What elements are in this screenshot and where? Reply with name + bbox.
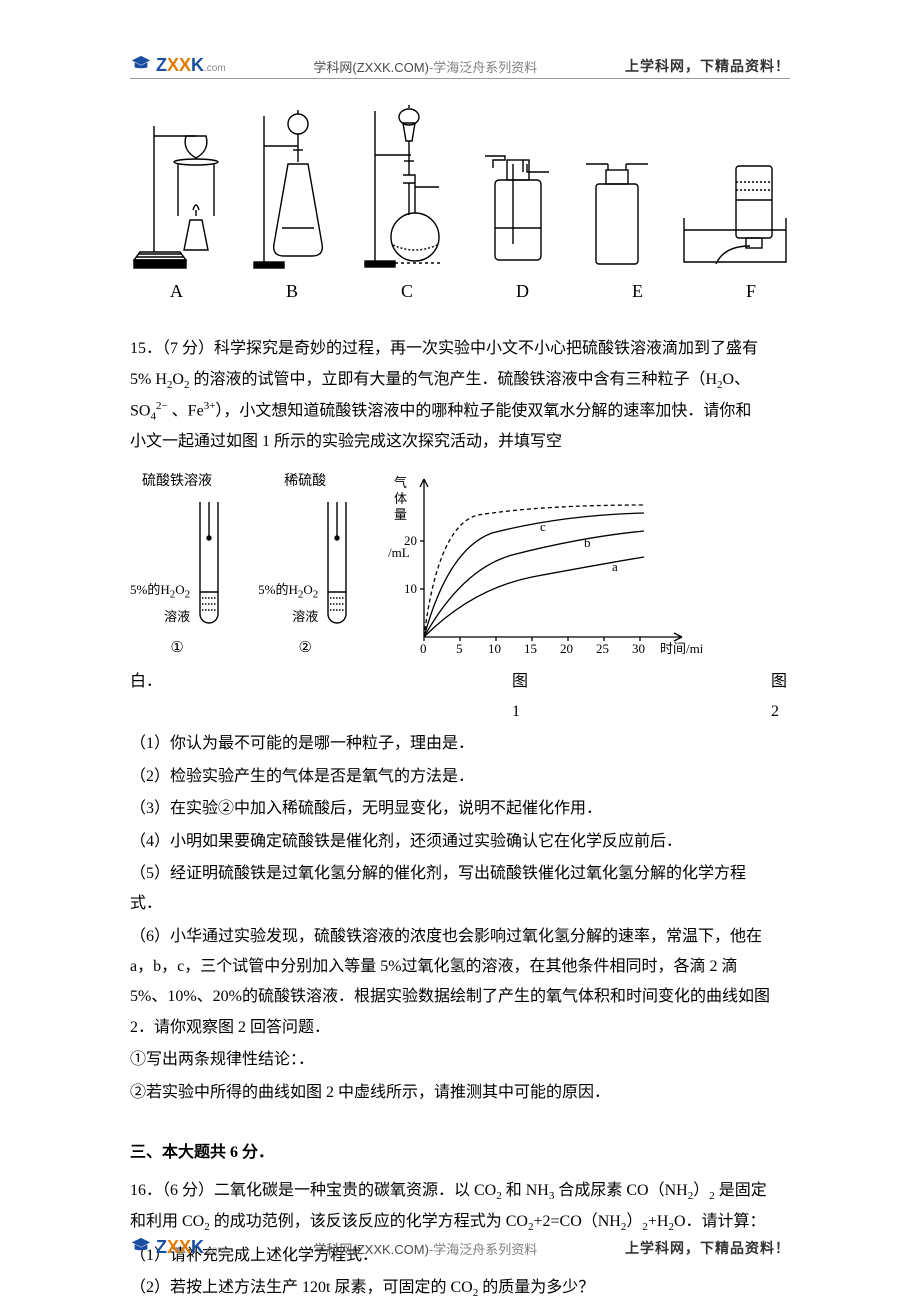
q16-sub2: （2）若按上述方法生产 120t 尿素，可固定的 CO2 的质量为多少？ <box>130 1273 790 1304</box>
q15-chart: 气 体 量 /mL 20 10 0 5 10 15 20 25 30 时间/mi… <box>382 469 702 659</box>
test-tubes: 硫酸铁溶液 5%的H2O2溶液 ① <box>130 469 352 662</box>
apparatus-row <box>130 105 790 270</box>
graduation-cap-icon <box>130 1236 152 1258</box>
site-logo: ZXXK.com <box>130 1236 226 1258</box>
q15-sub6: （6）小华通过实验发现，硫酸铁溶液的浓度也会影响过氧化氢分解的速率，常温下，他在… <box>130 922 790 1044</box>
apparatus-label: F <box>746 274 756 308</box>
q15-figure: 硫酸铁溶液 5%的H2O2溶液 ① <box>130 469 790 662</box>
q15-sub3: （3）在实验②中加入稀硫酸后，无明显变化，说明不起催化作用． <box>130 794 790 824</box>
page-header: ZXXK.com 学科网(ZXXK.COM)-学海泛舟系列资料 上学科网，下精品… <box>130 54 790 79</box>
header-center-text: 学科网(ZXXK.COM)-学海泛舟系列资料 <box>313 57 537 76</box>
footer-center-text: 学科网(ZXXK.COM)-学海泛舟系列资料 <box>313 1239 537 1258</box>
q15-sub1: （1）你认为最不可能的是哪一种粒子，理由是． <box>130 729 790 759</box>
fig2-label: 图2 <box>771 667 790 728</box>
section3-title: 三、本大题共 6 分． <box>130 1138 790 1168</box>
svg-text:0: 0 <box>420 641 427 656</box>
fig1-label: 图1 <box>512 667 531 728</box>
apparatus-d <box>481 150 555 270</box>
svg-text:b: b <box>584 535 591 550</box>
tube1-number: ① <box>170 634 183 663</box>
q15-stem: 15．（7 分）科学探究是奇妙的过程，再一次实验中小文不小心把硫酸铁溶液滴加到了… <box>130 334 790 457</box>
q15-sub5: （5）经证明硫酸铁是过氧化氢分解的催化剂，写出硫酸铁催化过氧化氢分解的化学方程式… <box>130 859 790 920</box>
apparatus-labels: A B C D E F <box>130 274 790 308</box>
header-right-text: 上学科网，下精品资料！ <box>625 56 790 76</box>
q15-sub4: （4）小明如果要确定硫酸铁是催化剂，还须通过实验确认它在化学反应前后． <box>130 827 790 857</box>
footer-right-text: 上学科网，下精品资料！ <box>625 1238 790 1258</box>
svg-text:25: 25 <box>596 641 609 656</box>
graduation-cap-icon <box>130 54 152 76</box>
svg-text:量: 量 <box>394 507 407 522</box>
site-logo: ZXXK.com <box>130 54 226 76</box>
tube2-side-label: 5%的H2O2溶液 <box>258 578 318 630</box>
svg-text:5: 5 <box>456 641 463 656</box>
tube1-side-label: 5%的H2O2溶液 <box>130 578 190 630</box>
logo-text: ZXXK.com <box>156 55 226 76</box>
apparatus-b <box>252 110 332 270</box>
svg-text:10: 10 <box>488 641 501 656</box>
svg-text:20: 20 <box>404 533 417 548</box>
tube1-top-label: 硫酸铁溶液 <box>142 469 212 496</box>
q15-bai: 白． <box>130 667 162 697</box>
svg-text:15: 15 <box>524 641 537 656</box>
svg-text:20: 20 <box>560 641 573 656</box>
test-tube-icon <box>194 500 224 630</box>
svg-text:体: 体 <box>394 491 407 506</box>
apparatus-label: D <box>516 274 529 308</box>
page-footer: ZXXK.com 学科网(ZXXK.COM)-学海泛舟系列资料 上学科网，下精品… <box>130 1230 790 1260</box>
apparatus-a <box>130 120 220 270</box>
apparatus-label: A <box>170 274 183 308</box>
apparatus-label: C <box>401 274 413 308</box>
page-content: A B C D E F 15．（7 分）科学探究是奇妙的过程，再一次实验中小文不… <box>130 79 790 1304</box>
svg-text:时间/min: 时间/min <box>660 641 702 656</box>
q15-sub6-ii: ②若实验中所得的曲线如图 2 中虚线所示，请推测其中可能的原因． <box>130 1078 790 1108</box>
apparatus-label: B <box>286 274 298 308</box>
svg-text:气: 气 <box>394 475 407 490</box>
q15-sub6-i: ①写出两条规律性结论：． <box>130 1045 790 1075</box>
q15-sub2: （2）检验实验产生的气体是否是氧气的方法是． <box>130 762 790 792</box>
apparatus-c <box>363 105 449 270</box>
tube2-number: ② <box>298 634 311 663</box>
svg-text:a: a <box>612 559 618 574</box>
test-tube-icon <box>322 500 352 630</box>
apparatus-f <box>680 160 790 270</box>
apparatus-e <box>586 160 648 270</box>
apparatus-label: E <box>632 274 643 308</box>
tube2-top-label: 稀硫酸 <box>284 469 326 496</box>
svg-text:10: 10 <box>404 581 417 596</box>
svg-text:30: 30 <box>632 641 645 656</box>
svg-text:c: c <box>540 519 546 534</box>
